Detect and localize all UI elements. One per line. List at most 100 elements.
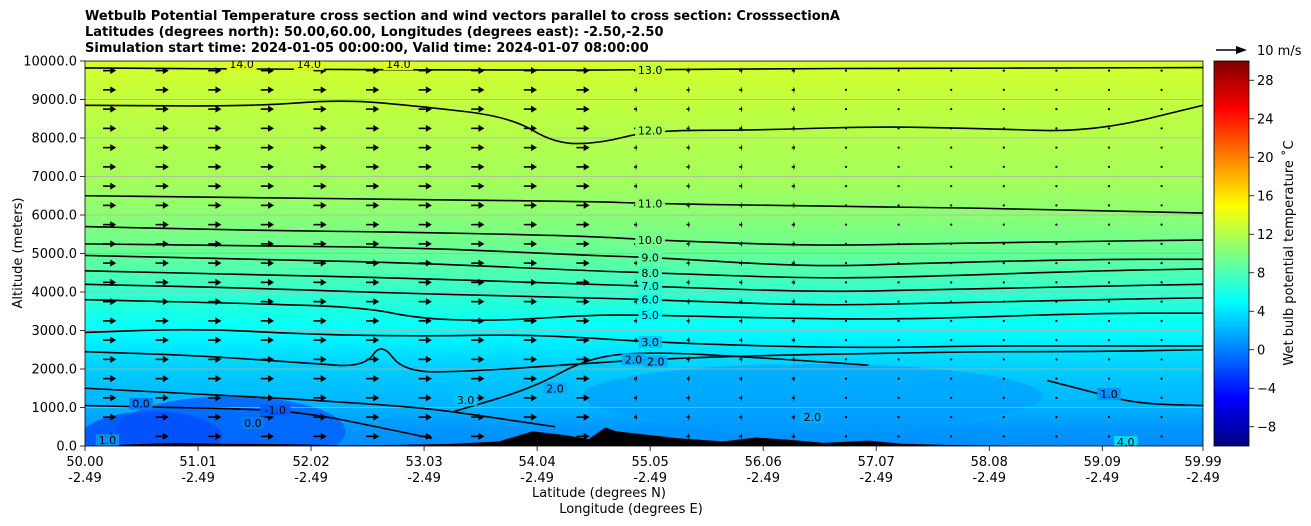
wind-vector bbox=[418, 394, 432, 402]
wind-vector bbox=[366, 394, 380, 402]
wind-vector-arrow-icon bbox=[162, 317, 169, 325]
wind-vector bbox=[1055, 146, 1058, 149]
wind-vector bbox=[208, 163, 222, 171]
wind-vector bbox=[1160, 319, 1163, 322]
wind-vector bbox=[313, 298, 327, 306]
wind-vector-arrow-icon bbox=[531, 86, 538, 94]
wind-vector bbox=[471, 432, 485, 440]
wind-vector bbox=[1107, 416, 1111, 419]
wind-vector bbox=[313, 432, 327, 440]
contour-label-bg bbox=[635, 197, 666, 210]
wind-vector-arrow-icon bbox=[635, 221, 638, 229]
wind-vector bbox=[103, 124, 117, 132]
wind-vector-arrow-icon bbox=[688, 317, 690, 325]
wind-vector-arrow-icon bbox=[583, 163, 590, 171]
wind-vector bbox=[739, 144, 743, 152]
wind-vector bbox=[155, 317, 169, 325]
x-tick-label-longitude: -2.49 bbox=[1186, 471, 1220, 486]
wind-vector-arrow-icon bbox=[740, 105, 743, 113]
y-tick-label: 5000.0 bbox=[32, 247, 78, 262]
wind-vector bbox=[366, 105, 380, 113]
x-tick-label-latitude: 59.99 bbox=[1184, 455, 1221, 470]
wind-vector-arrow-icon bbox=[793, 278, 796, 286]
wind-vector bbox=[155, 144, 169, 152]
wind-vector-arrow-icon bbox=[268, 278, 275, 286]
contour-label: 0.0 bbox=[244, 417, 262, 430]
y-tick-label: 4000.0 bbox=[32, 286, 78, 301]
y-tick-label: 1000.0 bbox=[32, 401, 78, 416]
wind-vector-arrow-icon bbox=[635, 86, 638, 94]
wind-vector-arrow-icon bbox=[531, 355, 538, 363]
wind-vector bbox=[103, 144, 117, 152]
wind-vector-arrow-icon bbox=[478, 375, 485, 383]
wind-vector-arrow-icon bbox=[583, 259, 590, 267]
wind-vector-arrow-icon bbox=[740, 221, 743, 229]
wind-vector-arrow-icon bbox=[268, 336, 275, 344]
wind-vector-arrow-icon bbox=[268, 163, 275, 171]
wind-vector bbox=[1160, 416, 1163, 419]
wind-vector bbox=[686, 278, 690, 286]
wind-vector bbox=[208, 336, 222, 344]
wind-vector bbox=[1002, 146, 1005, 149]
wind-vector bbox=[471, 259, 485, 267]
wind-vector bbox=[1160, 204, 1163, 207]
wind-vector bbox=[418, 240, 432, 248]
colorbar-tick-label: 20 bbox=[1257, 151, 1274, 166]
wind-vector-arrow-icon bbox=[110, 105, 117, 113]
contour-label-bg bbox=[621, 353, 646, 366]
wind-vector bbox=[1055, 377, 1058, 380]
wind-vector-arrow-icon bbox=[740, 163, 743, 171]
wind-vector-arrow-icon bbox=[531, 240, 538, 248]
wind-vector bbox=[471, 336, 485, 344]
wind-vector bbox=[155, 105, 169, 113]
wind-vector-arrow-icon bbox=[373, 124, 380, 132]
wind-vector bbox=[155, 201, 169, 209]
wind-vector-arrow-icon bbox=[688, 413, 690, 421]
wind-vector-arrow-icon bbox=[373, 278, 380, 286]
y-tick-label: 6000.0 bbox=[32, 209, 78, 224]
wind-vector bbox=[103, 375, 117, 383]
x-tick-label-latitude: 52.02 bbox=[292, 455, 329, 470]
contour-label: 0.0 bbox=[132, 398, 150, 411]
wind-vector bbox=[633, 317, 638, 325]
colorbar-tick-label: 16 bbox=[1257, 189, 1274, 204]
wind-vector-arrow-icon bbox=[531, 201, 538, 209]
wind-vector bbox=[260, 144, 275, 152]
wind-vector bbox=[791, 221, 796, 229]
wind-vector bbox=[844, 300, 848, 303]
wind-vector bbox=[103, 317, 117, 325]
wind-vector bbox=[1107, 435, 1111, 438]
wind-vector-arrow-icon bbox=[478, 355, 485, 363]
wind-vector-arrow-icon bbox=[215, 144, 222, 152]
wind-vector-arrow-icon bbox=[373, 221, 380, 229]
wind-vector-arrow-icon bbox=[531, 259, 538, 267]
wind-vector-arrow-icon bbox=[320, 336, 327, 344]
wind-vector bbox=[576, 221, 590, 229]
chart-title-line-1: Wetbulb Potential Temperature cross sect… bbox=[85, 9, 840, 24]
wind-vector bbox=[523, 259, 538, 267]
wind-vector bbox=[208, 201, 222, 209]
wind-vector-arrow-icon bbox=[583, 124, 590, 132]
wind-vector bbox=[1002, 396, 1005, 399]
cold-pool-west-core bbox=[85, 411, 223, 446]
wind-vector bbox=[1107, 146, 1111, 149]
contour-label: 1.0 bbox=[99, 434, 117, 447]
wind-vector-arrow-icon bbox=[478, 432, 485, 440]
wind-vector-arrow-icon bbox=[215, 278, 222, 286]
wind-vector bbox=[523, 298, 538, 306]
wind-vector bbox=[791, 86, 796, 94]
wind-vector bbox=[1160, 358, 1163, 361]
wind-vector bbox=[897, 69, 900, 72]
wind-vector bbox=[103, 182, 117, 190]
wind-vector bbox=[897, 319, 900, 322]
wind-vector bbox=[844, 377, 848, 380]
contour-label-bg bbox=[635, 124, 666, 137]
wind-vector bbox=[418, 317, 432, 325]
wind-vector-arrow-icon bbox=[740, 432, 743, 440]
x-axis-label-longitude: Longitude (degrees E) bbox=[559, 502, 703, 517]
wind-vector-arrow-icon bbox=[320, 163, 327, 171]
wind-vector bbox=[418, 182, 432, 190]
wind-vector bbox=[523, 163, 538, 171]
wind-vector bbox=[260, 182, 275, 190]
wind-vector bbox=[739, 317, 743, 325]
